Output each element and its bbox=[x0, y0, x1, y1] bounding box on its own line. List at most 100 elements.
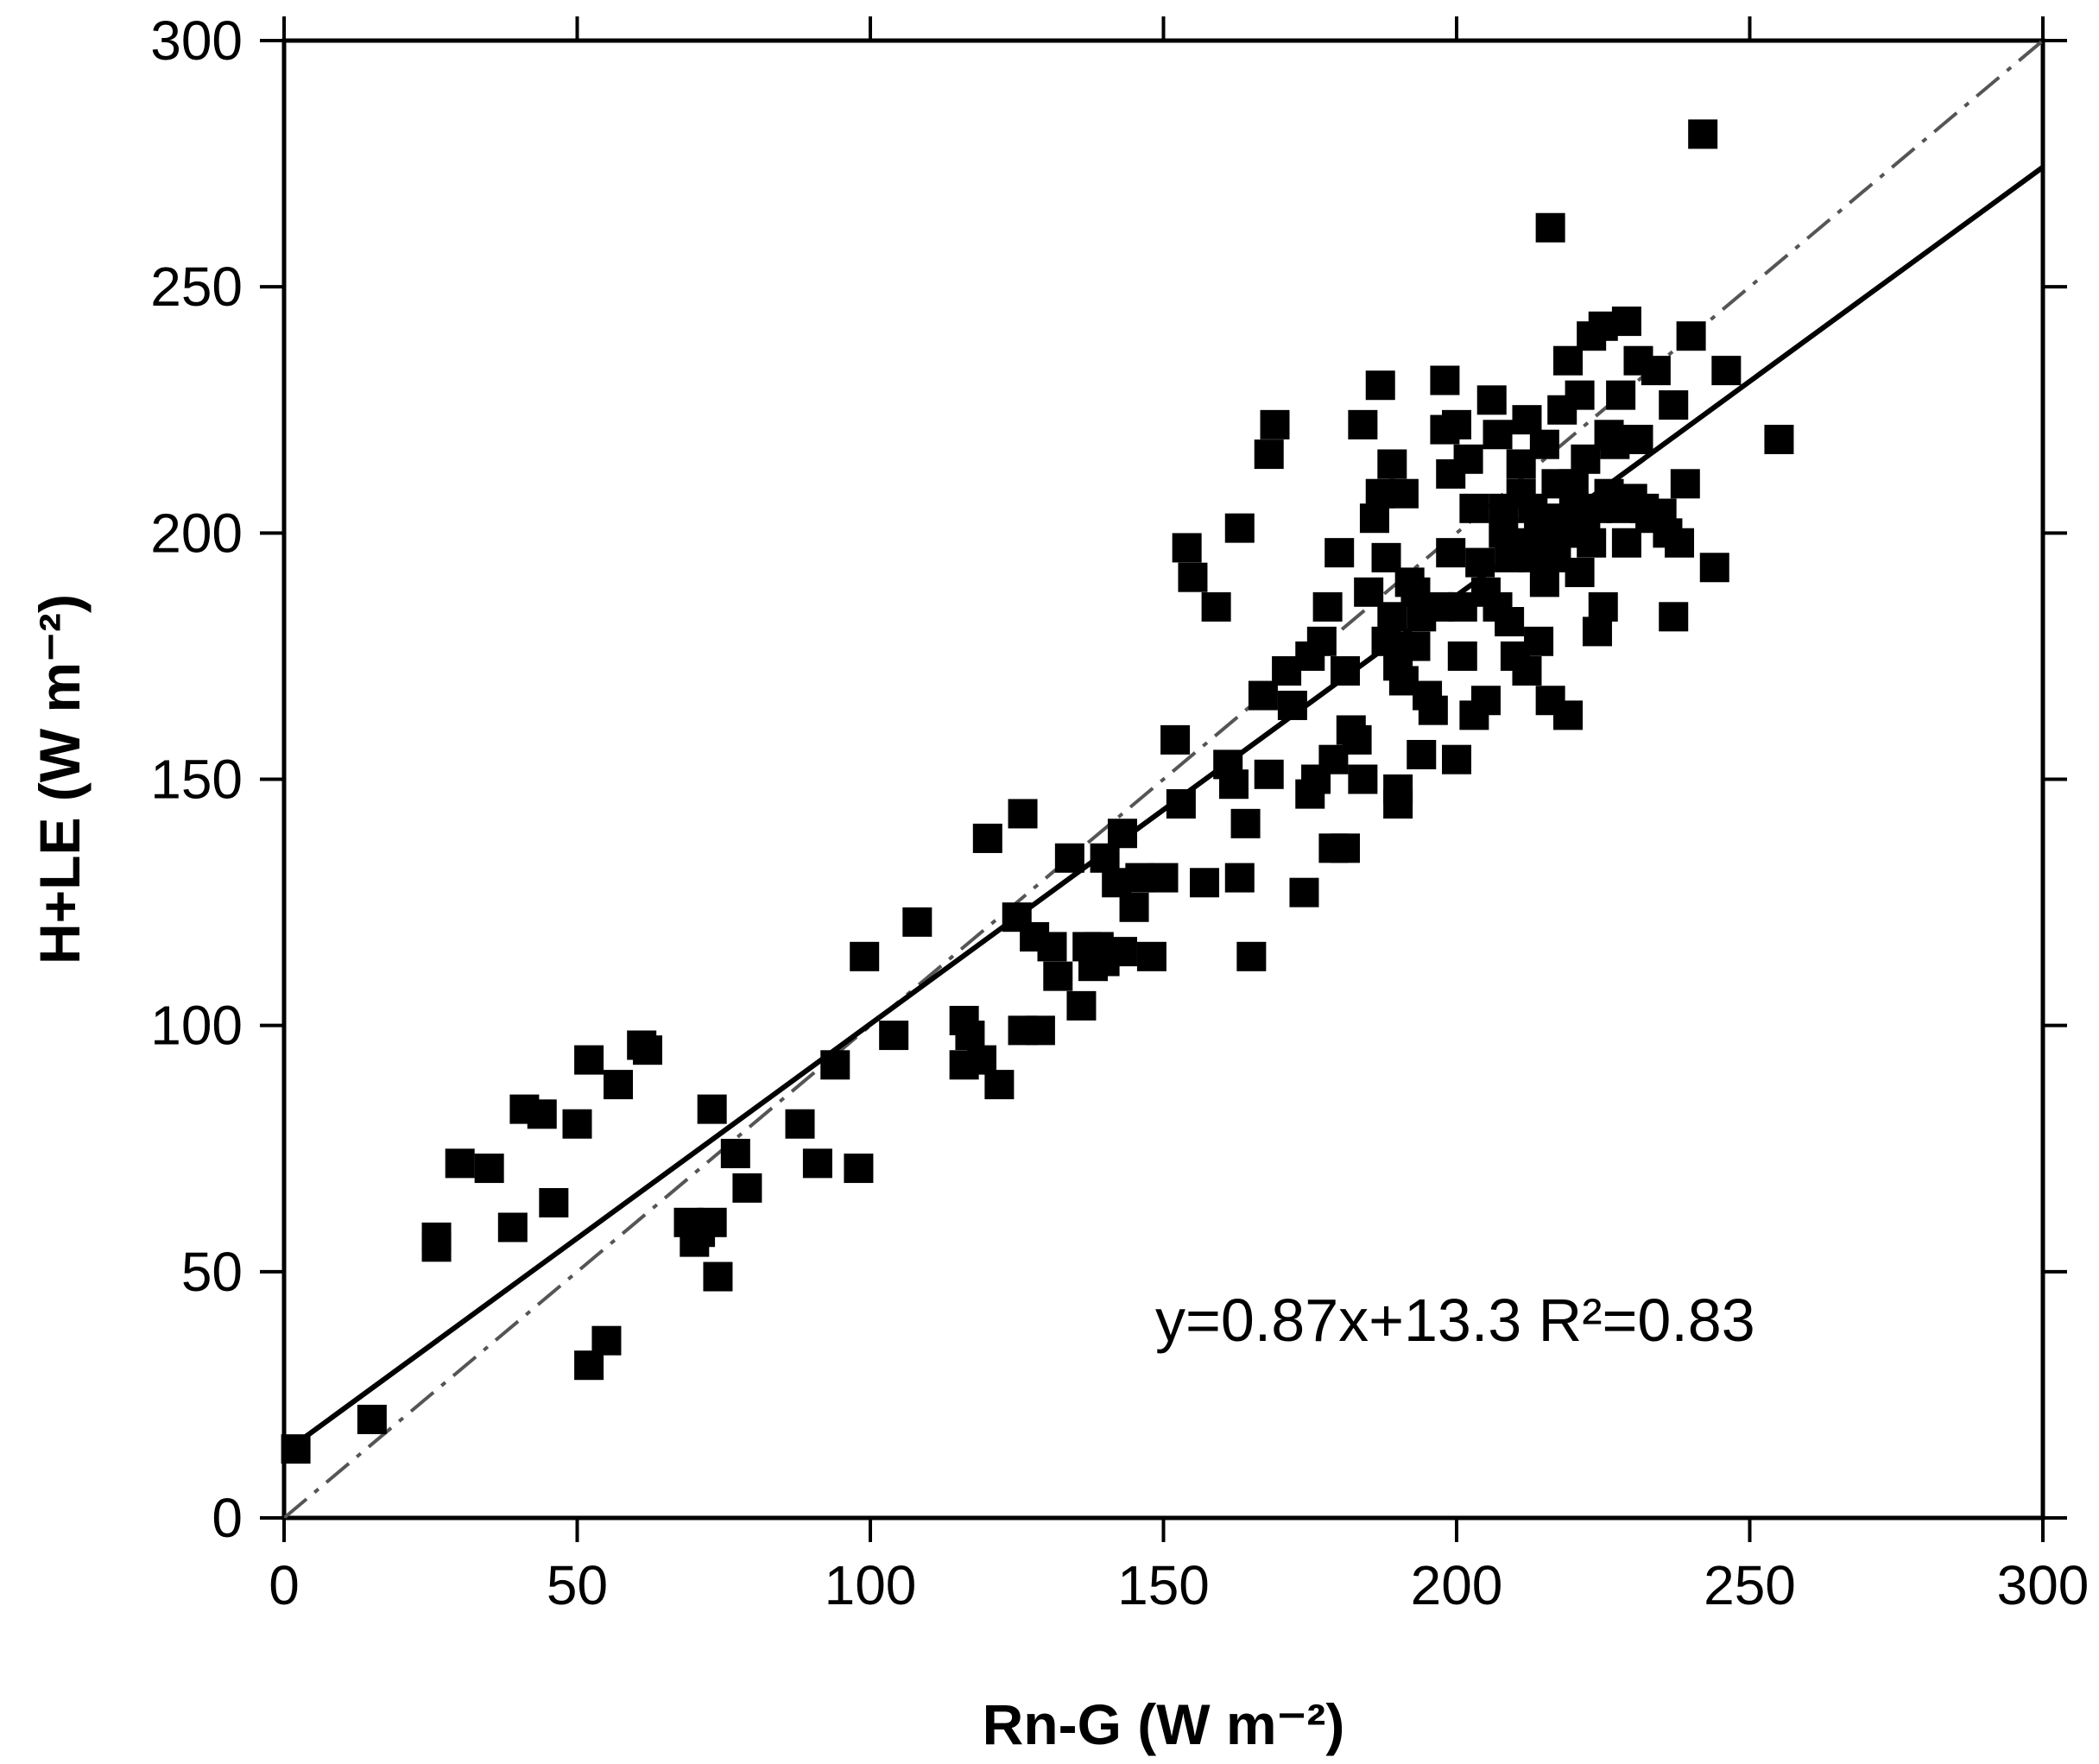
data-point bbox=[1230, 808, 1261, 838]
data-point bbox=[1611, 528, 1641, 558]
data-point bbox=[1224, 863, 1255, 893]
data-point bbox=[1659, 602, 1689, 632]
data-point bbox=[1377, 449, 1407, 479]
data-point bbox=[1025, 1015, 1055, 1046]
data-point bbox=[1699, 553, 1729, 583]
data-point bbox=[1008, 799, 1038, 829]
data-point bbox=[1670, 469, 1700, 499]
data-point bbox=[562, 1109, 592, 1139]
data-point bbox=[1565, 380, 1595, 410]
data-point bbox=[1190, 868, 1220, 898]
data-point bbox=[1178, 562, 1208, 592]
data-point bbox=[1107, 819, 1137, 849]
x-axis-title: Rn-G (W m⁻²) bbox=[983, 1692, 1345, 1756]
data-point bbox=[1418, 695, 1448, 725]
x-tick-label: 250 bbox=[1704, 1554, 1796, 1616]
data-point bbox=[984, 1070, 1015, 1100]
data-point bbox=[357, 1404, 387, 1434]
data-point bbox=[1312, 591, 1343, 622]
data-point bbox=[1218, 769, 1249, 800]
data-point bbox=[972, 823, 1002, 853]
data-point bbox=[1483, 420, 1513, 450]
data-point bbox=[1136, 941, 1166, 971]
data-point bbox=[1090, 843, 1120, 873]
data-point bbox=[1330, 833, 1360, 863]
data-point bbox=[785, 1109, 815, 1139]
data-point bbox=[474, 1154, 504, 1184]
data-point bbox=[1248, 680, 1278, 711]
data-point bbox=[421, 1232, 452, 1262]
data-point bbox=[1711, 356, 1742, 386]
data-point bbox=[1553, 345, 1584, 376]
data-point bbox=[604, 1070, 634, 1100]
data-point bbox=[1289, 877, 1319, 907]
x-tick-label: 300 bbox=[1997, 1554, 2090, 1616]
data-point bbox=[1172, 533, 1202, 563]
data-point bbox=[1512, 405, 1542, 435]
data-point bbox=[574, 1045, 604, 1075]
data-point bbox=[1260, 409, 1290, 439]
data-points bbox=[281, 119, 1794, 1464]
data-point bbox=[703, 1261, 733, 1292]
reference-lines bbox=[282, 39, 2045, 1520]
data-point bbox=[1254, 759, 1284, 789]
y-tick-label: 0 bbox=[212, 1487, 243, 1549]
data-point bbox=[1582, 616, 1612, 647]
data-point bbox=[1236, 941, 1267, 971]
data-point bbox=[1043, 961, 1073, 991]
data-point bbox=[1529, 429, 1559, 459]
data-point bbox=[1306, 626, 1337, 656]
data-point bbox=[1201, 591, 1231, 622]
data-point bbox=[1407, 739, 1437, 769]
data-point bbox=[1107, 937, 1137, 967]
data-point bbox=[1495, 606, 1525, 636]
data-point bbox=[1348, 764, 1378, 794]
data-point bbox=[1430, 365, 1460, 395]
data-point bbox=[1688, 119, 1718, 149]
x-axis-ticks: 0 50 100 150 200 250 300 bbox=[269, 16, 2089, 1616]
data-point bbox=[732, 1173, 762, 1203]
data-point bbox=[967, 1045, 997, 1075]
data-point bbox=[281, 1434, 311, 1464]
x-tick-label: 0 bbox=[269, 1554, 300, 1616]
y-tick-label: 300 bbox=[150, 9, 243, 72]
y-tick-label: 150 bbox=[150, 749, 243, 811]
data-point bbox=[497, 1212, 528, 1242]
data-point bbox=[1054, 843, 1084, 873]
data-point bbox=[1037, 932, 1067, 962]
data-point bbox=[539, 1187, 569, 1217]
data-point bbox=[1524, 626, 1554, 656]
data-point bbox=[1623, 424, 1653, 454]
data-point bbox=[1166, 789, 1196, 819]
x-tick-label: 150 bbox=[1117, 1554, 1210, 1616]
data-point bbox=[1359, 503, 1389, 534]
y-tick-label: 50 bbox=[181, 1241, 243, 1303]
data-point bbox=[1577, 528, 1607, 558]
y-axis-title: H+LE (W m⁻²) bbox=[28, 594, 92, 964]
data-point bbox=[1365, 370, 1395, 401]
regression-annotation: y=0.87x+13.3 R²=0.83 bbox=[1155, 1287, 1755, 1354]
data-point bbox=[1383, 774, 1413, 804]
data-point bbox=[1529, 567, 1559, 597]
data-point bbox=[720, 1138, 750, 1168]
data-point bbox=[1659, 390, 1689, 420]
data-point bbox=[1148, 863, 1179, 893]
data-point bbox=[1588, 591, 1618, 622]
data-point bbox=[1442, 409, 1471, 439]
data-point bbox=[1371, 542, 1401, 572]
data-point bbox=[1470, 686, 1501, 716]
regression-line bbox=[282, 165, 2045, 1455]
data-point bbox=[1330, 656, 1360, 686]
y-tick-label: 200 bbox=[150, 502, 243, 564]
data-point bbox=[1325, 538, 1355, 568]
data-point bbox=[1571, 444, 1601, 474]
data-point bbox=[820, 1050, 850, 1080]
data-point bbox=[1606, 380, 1636, 410]
y-tick-label: 250 bbox=[150, 256, 243, 318]
data-point bbox=[1447, 641, 1477, 671]
data-point bbox=[879, 1021, 909, 1051]
data-point bbox=[591, 1325, 622, 1356]
data-point bbox=[697, 1207, 727, 1237]
data-point bbox=[697, 1094, 727, 1124]
